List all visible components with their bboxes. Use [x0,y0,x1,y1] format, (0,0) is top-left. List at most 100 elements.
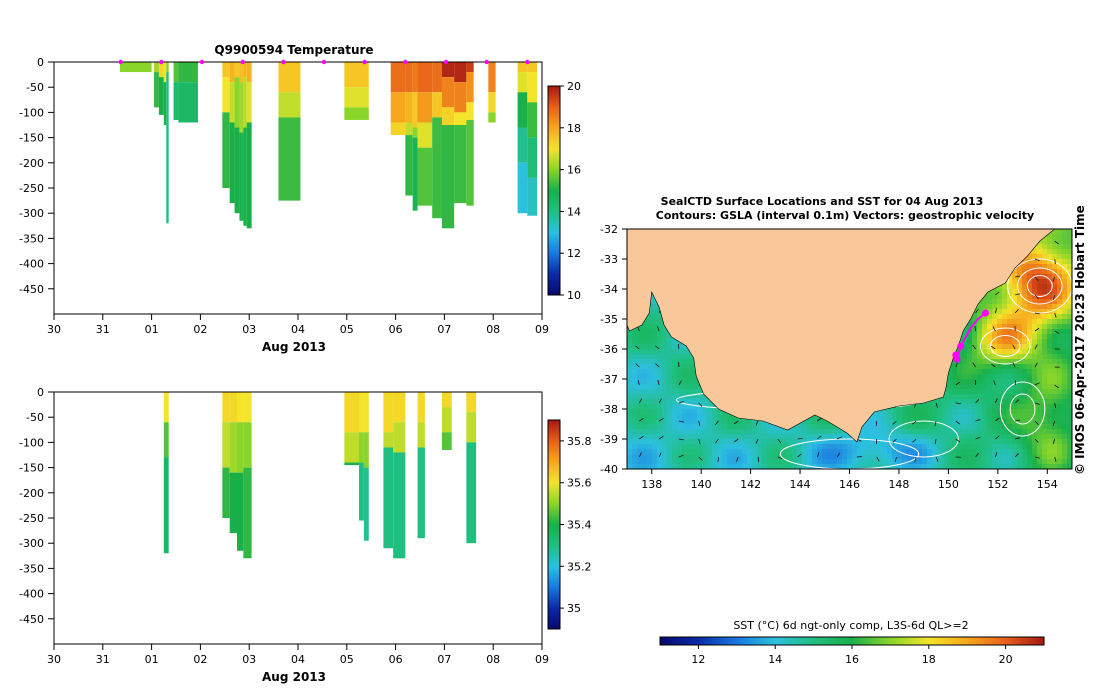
sst-cell [657,314,662,319]
sst-cell [897,454,902,459]
profile-cell [527,102,538,138]
sst-cell [722,439,727,444]
sst-cell [657,464,662,469]
sst-cell [1022,284,1027,289]
sst-cell [647,404,652,409]
sst-cell [1012,369,1017,374]
sst-cell [902,459,907,464]
sst-cell [977,359,982,364]
sst-cell [1062,304,1067,309]
sst-cell [662,449,667,454]
sst-cell [1007,439,1012,444]
profile-cell [163,392,169,423]
sst-cell [1017,264,1022,269]
sst-cell [892,434,897,439]
sst-cell [637,414,642,419]
sst-cell [972,349,977,354]
sst-cell [982,379,987,384]
seal-location-marker [957,342,965,350]
sst-cell [887,449,892,454]
sst-cell [972,459,977,464]
sst-cell [647,449,652,454]
sst-cell [662,374,667,379]
sst-cell [667,414,672,419]
sst-cell [1052,314,1057,319]
sst-cell [632,384,637,389]
sst-cell [1057,329,1062,334]
sst-cell [652,459,657,464]
sst-cell [632,434,637,439]
sst-cell [987,414,992,419]
sst-cell [977,354,982,359]
velocity-vector [876,456,880,462]
sst-cell [1012,384,1017,389]
sst-cell [887,459,892,464]
sst-cell [902,439,907,444]
sst-cell [892,454,897,459]
sst-cell [967,424,972,429]
sst-cell [702,454,707,459]
temperature-panel: Q9900594 Temperature 0-50-100-150-200-25… [19,43,581,354]
sst-cell [722,429,727,434]
sst-cell [632,344,637,349]
sst-cell [832,424,837,429]
velocity-vector [816,452,820,458]
sst-cell [1002,389,1007,394]
sst-cell [947,374,952,379]
velocity-vector [975,308,979,314]
sst-cell [767,449,772,454]
sst-cell [972,354,977,359]
sst-cell [962,354,967,359]
sst-cell [962,349,967,354]
sst-cell [997,389,1002,394]
sst-cell [1057,459,1062,464]
velocity-vector [1034,294,1039,299]
gsla-contour [980,327,1031,365]
profile-cell [527,137,538,178]
sst-cell [627,454,632,459]
sst-cell [1007,319,1012,324]
sst-cell [972,319,977,324]
velocity-vector [755,438,759,444]
profile-cell [466,62,474,73]
sst-cell [1037,334,1042,339]
sst-cell [962,364,967,369]
sst-cell [1057,419,1062,424]
map-y-tick-label: -32 [600,223,618,236]
profile-cell [243,77,247,128]
sst-cell [832,429,837,434]
sst-cell [1047,319,1052,324]
x-tick-label: 04 [291,323,305,336]
sst-cell [687,449,692,454]
sst-cell [707,404,712,409]
sst-cell [967,439,972,444]
velocity-vector [639,417,644,422]
sst-cell [1037,269,1042,274]
profile-cell [432,117,442,219]
velocity-vector [836,452,841,458]
sst-cell [822,419,827,424]
sst-cell [1017,309,1022,314]
sst-cell [752,464,757,469]
sst-cell [872,434,877,439]
sst-cell [1027,324,1032,329]
sst-cell [1047,254,1052,259]
sst-cell [892,429,897,434]
y-tick-label: -400 [19,258,44,271]
sst-cell [692,444,697,449]
sst-cell [642,319,647,324]
sst-cell [1037,429,1042,434]
sst-cell [877,429,882,434]
sst-cell [982,359,987,364]
sst-cell [1042,464,1047,469]
sst-cell [632,424,637,429]
map-x-tick-label: 138 [641,478,662,491]
sst-cell [647,464,652,469]
sst-cell [1017,394,1022,399]
sst-cell [922,439,927,444]
sst-cell [837,439,842,444]
sst-cell [932,459,937,464]
sst-colorbar-ticks: 12 14 16 18 20 [691,645,1013,666]
sst-cell [1017,334,1022,339]
sst-cell [962,439,967,444]
